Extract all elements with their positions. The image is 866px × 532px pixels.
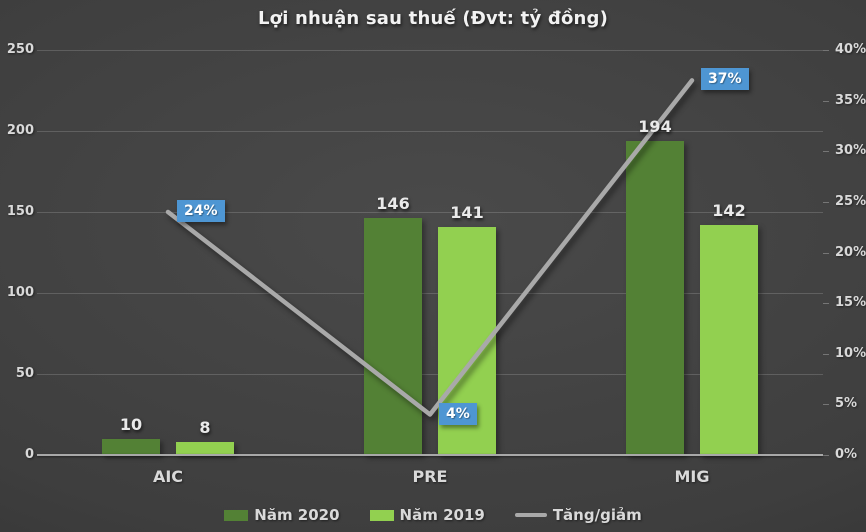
bar-năm-2020-AIC (102, 438, 160, 455)
y-axis-left-tick: 250 (6, 42, 34, 57)
x-axis-label-AIC: AIC (152, 467, 184, 486)
right-axis-tickmark (823, 404, 829, 406)
line-label-MIG: 37% (701, 68, 749, 91)
gridline (37, 374, 823, 375)
right-axis-tickmark (823, 455, 829, 456)
line-label-AIC: 24% (177, 200, 225, 222)
legend-label-nam-2019: Năm 2019 (399, 506, 485, 524)
gridline (37, 50, 823, 51)
bar-năm-2020-MIG (626, 140, 684, 455)
legend: Năm 2020 Năm 2019 Tăng/giảm (0, 506, 866, 524)
y-axis-right-tick: 15% (835, 295, 866, 311)
right-axis-tickmark (823, 303, 829, 305)
right-axis-tickmark (823, 353, 829, 355)
y-axis-left-tick: 50 (15, 366, 34, 381)
y-axis-left-tick: 100 (6, 285, 34, 300)
bar-năm-2019-MIG (700, 224, 758, 455)
gridline (37, 131, 823, 132)
bar-value-label-AIC: 8 (199, 418, 211, 438)
y-axis-right-tick: 20% (835, 244, 866, 260)
gridline (37, 212, 823, 213)
right-axis-tickmark (823, 100, 829, 102)
right-axis-tickmark (823, 50, 829, 51)
legend-label-nam-2020: Năm 2020 (254, 506, 340, 524)
y-axis-right-tick: 0% (835, 447, 858, 462)
bar-value-label-MIG: 142 (712, 200, 746, 220)
right-axis-tickmark (823, 252, 829, 254)
gridline (37, 293, 823, 294)
y-axis-left-tick: 200 (6, 123, 34, 138)
y-axis-right-tick: 10% (835, 345, 866, 361)
legend-swatch-tang-giam-line (514, 513, 547, 517)
bar-value-label-PRE: 141 (450, 202, 484, 222)
bar-năm-2019-AIC (176, 442, 234, 455)
x-axis-line (37, 454, 823, 456)
legend-swatch-nam-2020 (224, 509, 249, 521)
x-axis-label-MIG: MIG (674, 467, 710, 486)
y-axis-right-tick: 30% (835, 143, 866, 159)
y-axis-right-tick: 40% (835, 42, 866, 57)
y-axis-right-tick: 5% (835, 396, 858, 412)
right-axis-tickmark (823, 151, 829, 153)
bar-value-label-MIG: 194 (638, 116, 672, 136)
legend-label-tang-giam: Tăng/giảm (552, 506, 642, 524)
line-label-PRE: 4% (439, 402, 477, 425)
y-axis-right-tick: 35% (835, 92, 866, 108)
bar-value-label-AIC: 10 (119, 414, 143, 434)
bar-năm-2020-PRE (364, 218, 422, 455)
y-axis-right-tick: 25% (835, 193, 866, 209)
legend-item-nam-2020: Năm 2020 (224, 506, 340, 524)
legend-item-nam-2019: Năm 2019 (369, 506, 485, 524)
right-axis-tickmark (823, 201, 829, 203)
y-axis-left-tick: 0 (24, 447, 34, 462)
x-axis-label-PRE: PRE (412, 467, 448, 486)
y-axis-left-tick: 150 (6, 204, 34, 219)
chart-title: Lợi nhuận sau thuế (Đvt: tỷ đồng) (257, 8, 609, 29)
legend-swatch-nam-2019 (369, 509, 394, 521)
bar-value-label-PRE: 146 (376, 194, 410, 214)
legend-item-tang-giam: Tăng/giảm (514, 506, 642, 524)
